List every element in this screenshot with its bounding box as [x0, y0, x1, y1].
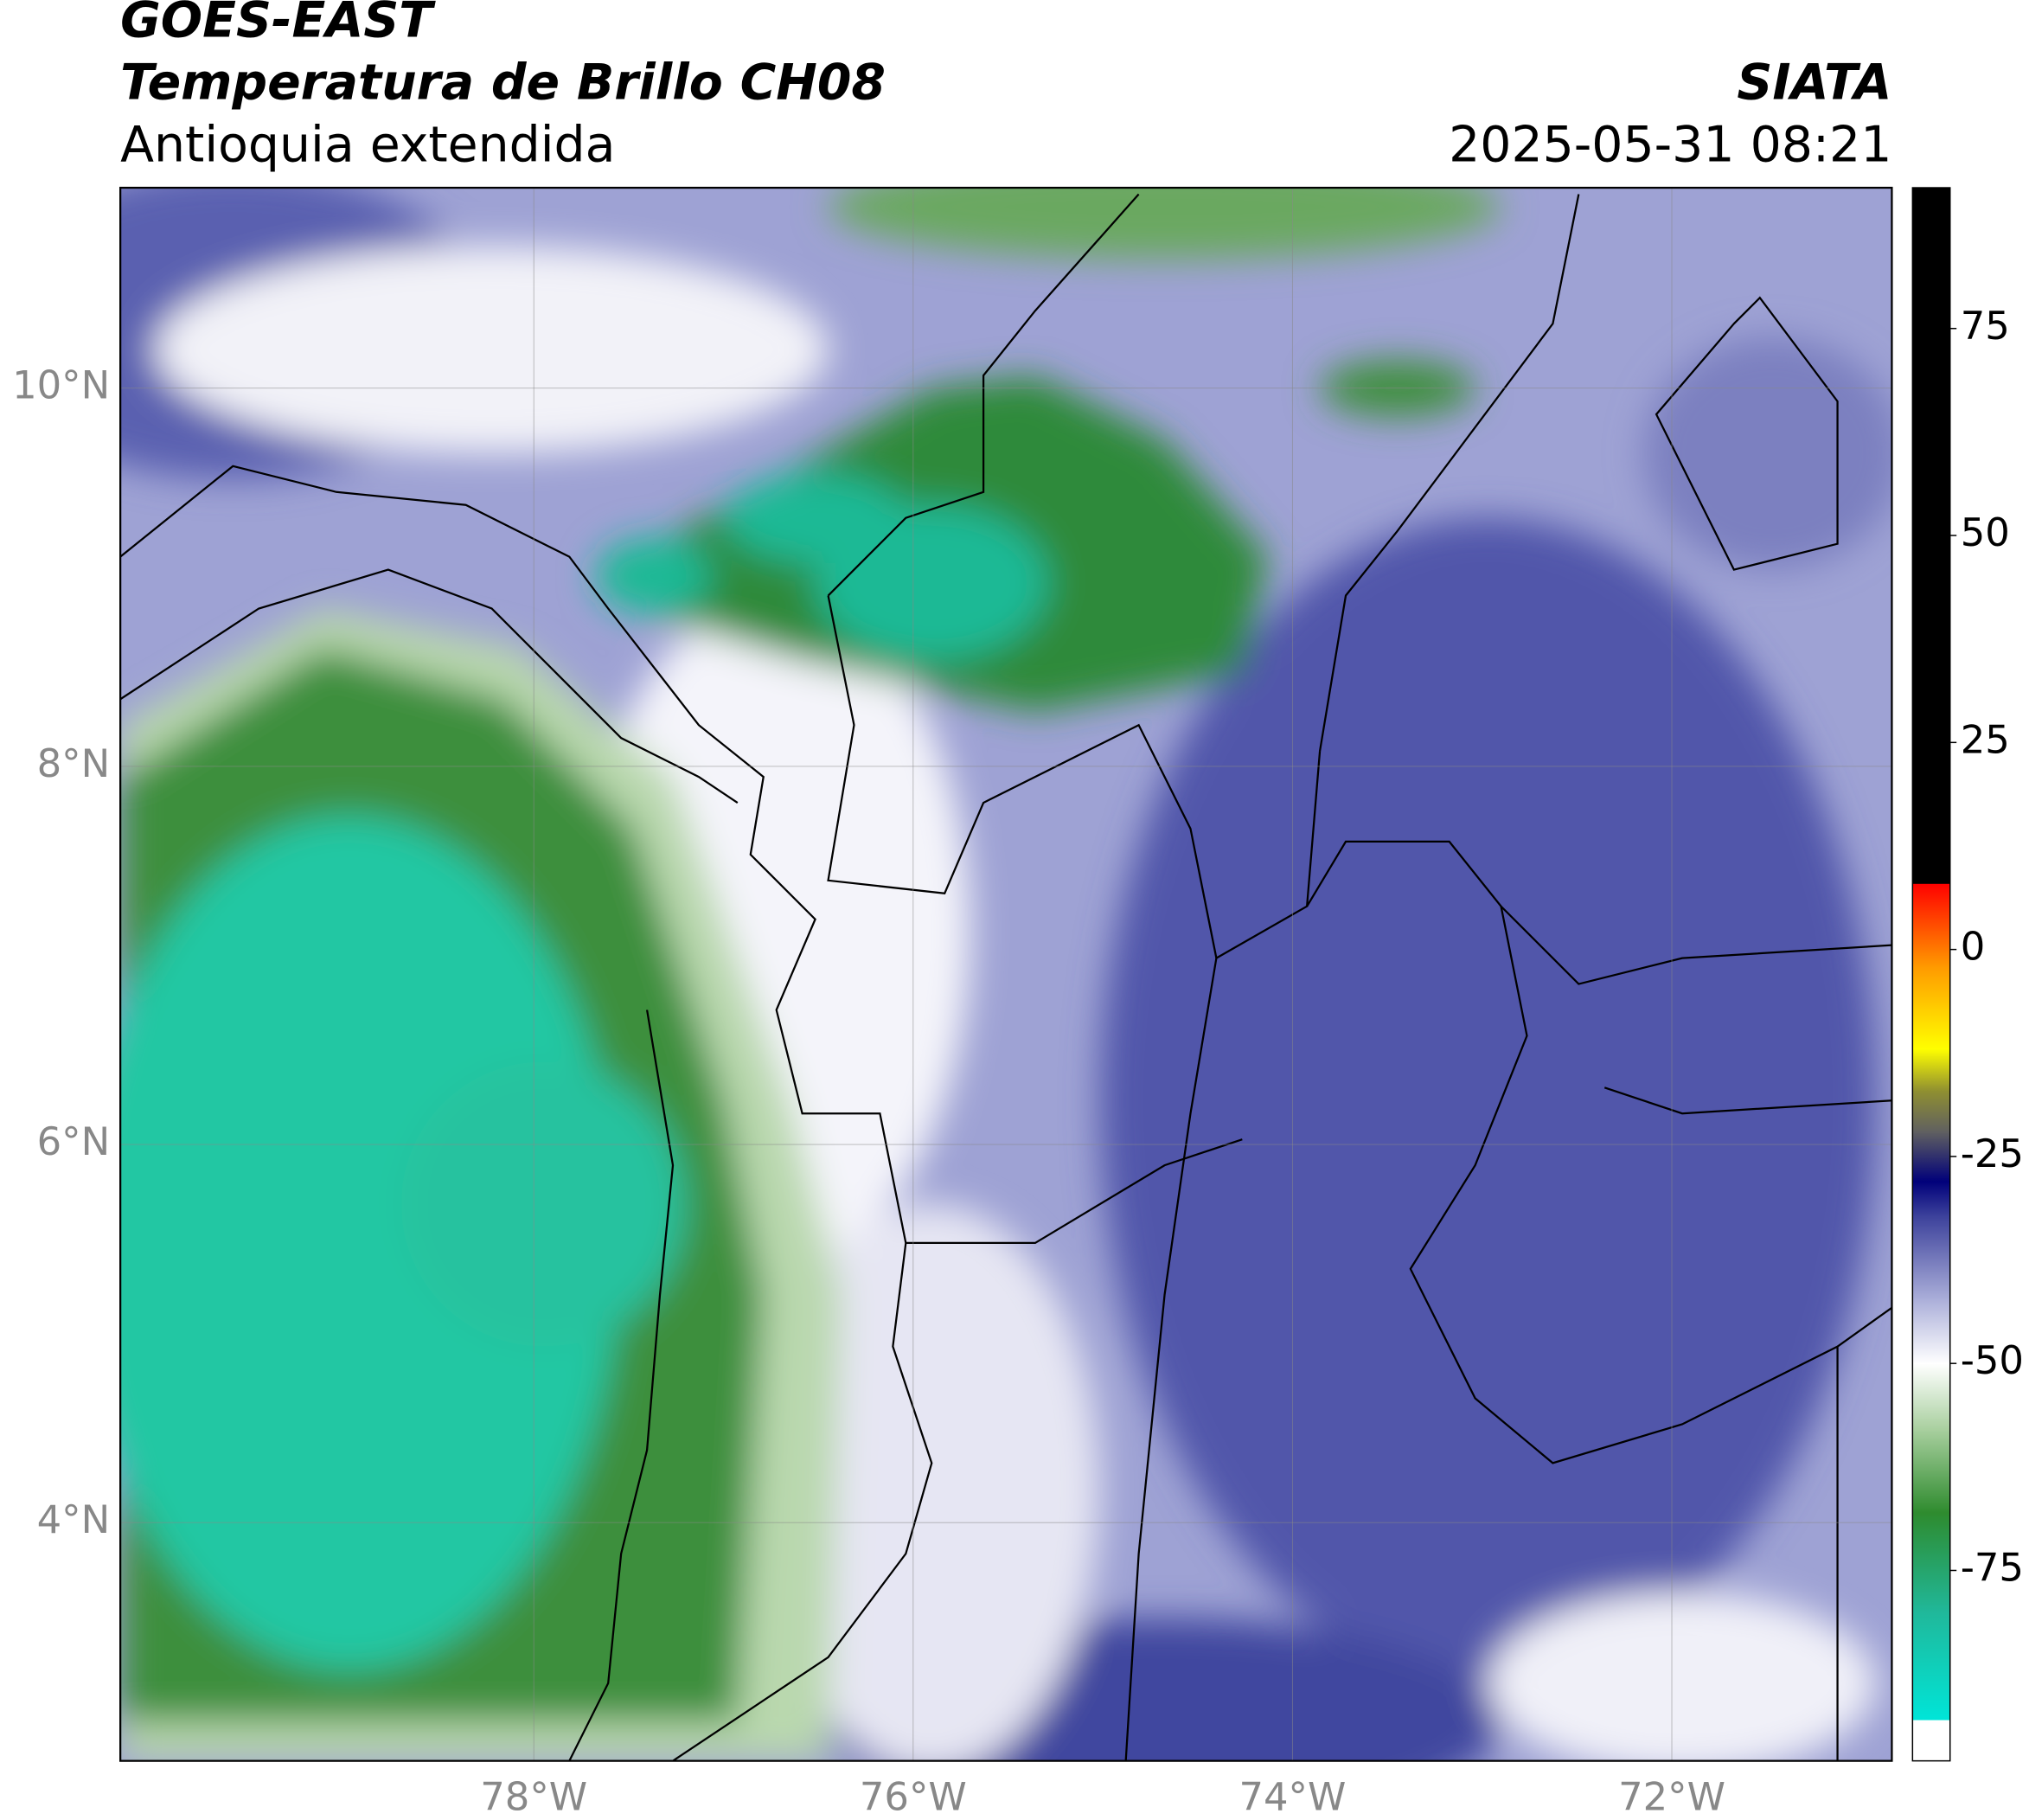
x-tick-label: 78°W [480, 1774, 587, 1817]
colorbar-frame [1911, 187, 1951, 1762]
colorbar-segment [1912, 1181, 1950, 1215]
colorbar-tick-label: -25 [1961, 1131, 2024, 1176]
colorbar-tick-label: -75 [1961, 1544, 2024, 1590]
gridlines [120, 188, 1892, 1761]
title: GOES-EAST [120, 0, 436, 49]
y-tick-label: 8°N [37, 740, 111, 786]
colorbar-segment [1912, 188, 1950, 884]
x-tick-label: 72°W [1618, 1774, 1725, 1817]
imagery [120, 188, 1892, 1761]
datetime: 2025-05-31 08:21 [1449, 116, 1891, 173]
colorbar-tick-label: 50 [1961, 509, 2010, 555]
colorbar-segment [1912, 1214, 1950, 1298]
colorbar-tick-label: 0 [1961, 924, 1986, 970]
colorbar-segment [1912, 1719, 1950, 1762]
colorbar-segment [1912, 1612, 1950, 1721]
subtitle: Temperatura de Brillo CH08 [120, 54, 886, 111]
map [120, 188, 1892, 1761]
source: SIATA [1737, 54, 1891, 111]
colorbar-segment [1912, 1363, 1950, 1431]
colorbar-segment [1912, 1131, 1950, 1182]
colorbar-segment [1912, 1090, 1950, 1132]
colorbar-segment [1912, 1512, 1950, 1613]
colorbar-tick-label: 75 [1961, 303, 2010, 349]
colorbar-tick-label: -50 [1961, 1337, 2024, 1383]
colorbar-segment [1912, 1429, 1950, 1514]
colorbar-segment [1912, 965, 1950, 1050]
y-tick-label: 10°N [12, 362, 110, 408]
colorbar-segment [1912, 1048, 1950, 1092]
y-tick-label: 6°N [37, 1118, 111, 1164]
x-tick-label: 76°W [860, 1774, 967, 1817]
y-tick-label: 4°N [37, 1496, 111, 1542]
colorbar: 75 50 25 0 -25 -50 -75 [1912, 188, 2024, 1762]
colorbar-tick-label: 25 [1961, 716, 2010, 762]
colorbar-segment [1912, 1297, 1950, 1364]
coastlines [120, 193, 1892, 1761]
x-tick-label: 74°W [1239, 1774, 1346, 1817]
region: Antioquia extendida [120, 116, 615, 173]
map-frame [119, 186, 1893, 1762]
colorbar-segment [1912, 883, 1950, 967]
